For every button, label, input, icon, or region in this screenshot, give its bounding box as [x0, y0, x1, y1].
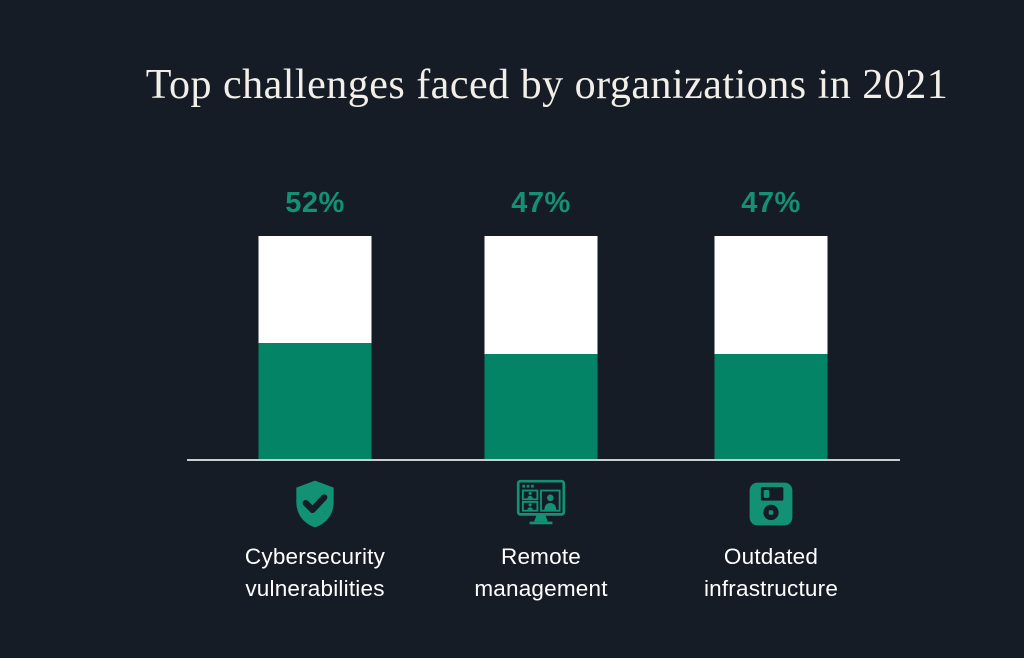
- category-label: Outdated infrastructure: [703, 544, 839, 601]
- bar-cybersecurity: [258, 236, 372, 459]
- value-label: 47%: [741, 187, 801, 219]
- bar-fill: [714, 354, 828, 459]
- bar-remote-management: [484, 236, 598, 459]
- value-label: 52%: [285, 187, 345, 219]
- axis-baseline: [187, 459, 900, 461]
- chart-column-cybersecurity: 52% Cybersecurity vulnerabilities: [205, 185, 425, 625]
- value-label: 47%: [511, 187, 571, 219]
- chart-column-outdated-infrastructure: 47% Outdated infrastructure: [661, 185, 881, 625]
- shield-check-icon: [205, 475, 425, 533]
- bar-fill: [484, 354, 598, 459]
- bar-fill: [258, 343, 372, 459]
- page-title: Top challenges faced by organizations in…: [145, 62, 949, 108]
- category-label: Remote management: [474, 544, 608, 601]
- category-label: Cybersecurity vulnerabilities: [244, 544, 386, 601]
- bar-outdated-infrastructure: [714, 236, 828, 459]
- chart-column-remote-management: 47% Remote managemen: [431, 185, 651, 625]
- floppy-disk-icon: [661, 475, 881, 533]
- video-conference-icon: [431, 475, 651, 533]
